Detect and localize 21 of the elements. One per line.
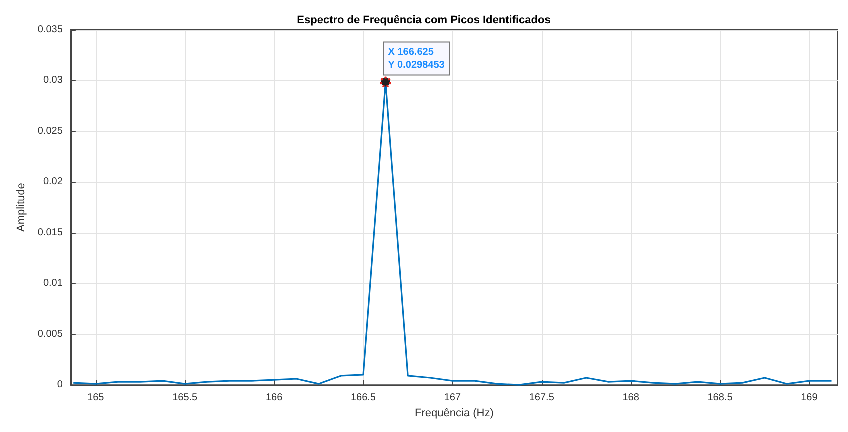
x-tick-label: 169 bbox=[801, 392, 818, 404]
y-tick-label: 0.03 bbox=[43, 75, 64, 86]
x-tick-label: 166 bbox=[266, 392, 284, 404]
x-tick-label: 167.5 bbox=[529, 392, 555, 404]
chart-title: Espectro de Frequência com Picos Identificados bbox=[297, 14, 551, 26]
x-tick-label: 168.5 bbox=[708, 392, 734, 404]
x-axis-title: Frequência (Hz) bbox=[415, 408, 494, 420]
y-tick-label: 0.025 bbox=[38, 126, 64, 137]
x-tick-label: 165 bbox=[88, 392, 105, 404]
y-axis-title: Amplitude bbox=[16, 183, 28, 232]
x-tick-label: 166.5 bbox=[350, 392, 376, 404]
y-tick-label: 0.01 bbox=[43, 278, 64, 290]
y-tick-label: 0 bbox=[57, 380, 64, 391]
x-tick-label: 165.5 bbox=[172, 392, 198, 404]
y-tick-label: 0.035 bbox=[38, 24, 64, 36]
x-tick-label: 168 bbox=[622, 392, 640, 404]
x-tick-label: 167 bbox=[444, 392, 462, 404]
y-tick-label: 0.005 bbox=[38, 328, 64, 340]
y-tick-label: 0.015 bbox=[38, 227, 64, 238]
annotation: X 166.625 Y 0.0298453 bbox=[388, 46, 446, 71]
y-tick-label: 0.02 bbox=[43, 176, 64, 188]
